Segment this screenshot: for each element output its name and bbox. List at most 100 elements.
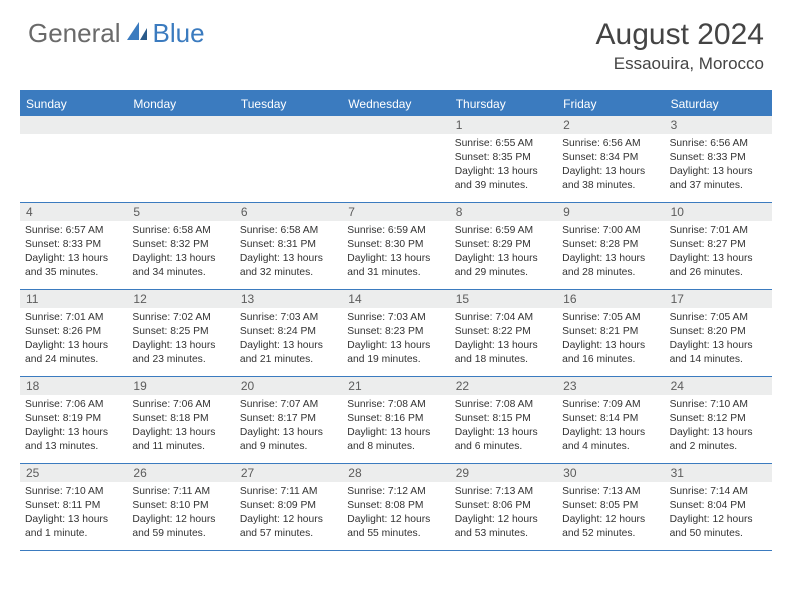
sunrise-text: Sunrise: 7:10 AM <box>25 485 122 499</box>
sunrise-text: Sunrise: 7:02 AM <box>132 311 229 325</box>
day-info: Sunrise: 7:11 AMSunset: 8:10 PMDaylight:… <box>127 482 234 545</box>
calendar-day-cell: 26Sunrise: 7:11 AMSunset: 8:10 PMDayligh… <box>127 464 234 550</box>
calendar-day-cell <box>20 116 127 202</box>
day-number: 15 <box>450 290 557 308</box>
day-number: 12 <box>127 290 234 308</box>
day-number: 9 <box>557 203 664 221</box>
day-number: 11 <box>20 290 127 308</box>
sunset-text: Sunset: 8:14 PM <box>562 412 659 426</box>
day-number <box>20 116 127 134</box>
day-info: Sunrise: 7:05 AMSunset: 8:21 PMDaylight:… <box>557 308 664 371</box>
sunrise-text: Sunrise: 7:06 AM <box>132 398 229 412</box>
weekday-header: Sunday <box>20 92 127 116</box>
sunset-text: Sunset: 8:35 PM <box>455 151 552 165</box>
calendar-week-row: 11Sunrise: 7:01 AMSunset: 8:26 PMDayligh… <box>20 290 772 377</box>
sunrise-text: Sunrise: 7:08 AM <box>347 398 444 412</box>
calendar-day-cell: 15Sunrise: 7:04 AMSunset: 8:22 PMDayligh… <box>450 290 557 376</box>
sunset-text: Sunset: 8:10 PM <box>132 499 229 513</box>
daylight-text: Daylight: 13 hours and 9 minutes. <box>240 426 337 454</box>
daylight-text: Daylight: 13 hours and 1 minute. <box>25 513 122 541</box>
sunset-text: Sunset: 8:28 PM <box>562 238 659 252</box>
brand-part1: General <box>28 18 121 49</box>
calendar-day-cell: 6Sunrise: 6:58 AMSunset: 8:31 PMDaylight… <box>235 203 342 289</box>
daylight-text: Daylight: 13 hours and 38 minutes. <box>562 165 659 193</box>
sunrise-text: Sunrise: 6:56 AM <box>562 137 659 151</box>
day-number: 25 <box>20 464 127 482</box>
day-info: Sunrise: 6:56 AMSunset: 8:33 PMDaylight:… <box>665 134 772 197</box>
weekday-header: Thursday <box>450 92 557 116</box>
sunset-text: Sunset: 8:26 PM <box>25 325 122 339</box>
calendar-day-cell: 11Sunrise: 7:01 AMSunset: 8:26 PMDayligh… <box>20 290 127 376</box>
sunrise-text: Sunrise: 7:11 AM <box>132 485 229 499</box>
day-info: Sunrise: 7:14 AMSunset: 8:04 PMDaylight:… <box>665 482 772 545</box>
daylight-text: Daylight: 13 hours and 21 minutes. <box>240 339 337 367</box>
day-info: Sunrise: 7:13 AMSunset: 8:05 PMDaylight:… <box>557 482 664 545</box>
day-number <box>127 116 234 134</box>
calendar-day-cell: 21Sunrise: 7:08 AMSunset: 8:16 PMDayligh… <box>342 377 449 463</box>
calendar: Sunday Monday Tuesday Wednesday Thursday… <box>20 90 772 551</box>
day-number: 1 <box>450 116 557 134</box>
day-number: 29 <box>450 464 557 482</box>
weekday-header: Monday <box>127 92 234 116</box>
day-info: Sunrise: 7:10 AMSunset: 8:11 PMDaylight:… <box>20 482 127 545</box>
day-info: Sunrise: 7:08 AMSunset: 8:16 PMDaylight:… <box>342 395 449 458</box>
day-number: 10 <box>665 203 772 221</box>
weekday-header: Friday <box>557 92 664 116</box>
daylight-text: Daylight: 12 hours and 57 minutes. <box>240 513 337 541</box>
sail-icon <box>125 18 151 49</box>
day-number: 17 <box>665 290 772 308</box>
sunrise-text: Sunrise: 7:12 AM <box>347 485 444 499</box>
calendar-day-cell: 12Sunrise: 7:02 AMSunset: 8:25 PMDayligh… <box>127 290 234 376</box>
day-number: 5 <box>127 203 234 221</box>
sunrise-text: Sunrise: 6:57 AM <box>25 224 122 238</box>
header: General Blue August 2024 Essaouira, Moro… <box>0 0 792 84</box>
sunrise-text: Sunrise: 6:59 AM <box>347 224 444 238</box>
sunset-text: Sunset: 8:11 PM <box>25 499 122 513</box>
daylight-text: Daylight: 13 hours and 4 minutes. <box>562 426 659 454</box>
sunrise-text: Sunrise: 7:05 AM <box>562 311 659 325</box>
day-number: 27 <box>235 464 342 482</box>
sunrise-text: Sunrise: 7:06 AM <box>25 398 122 412</box>
sunset-text: Sunset: 8:23 PM <box>347 325 444 339</box>
calendar-day-cell: 18Sunrise: 7:06 AMSunset: 8:19 PMDayligh… <box>20 377 127 463</box>
calendar-day-cell: 2Sunrise: 6:56 AMSunset: 8:34 PMDaylight… <box>557 116 664 202</box>
calendar-day-cell: 13Sunrise: 7:03 AMSunset: 8:24 PMDayligh… <box>235 290 342 376</box>
day-number: 16 <box>557 290 664 308</box>
calendar-day-cell: 1Sunrise: 6:55 AMSunset: 8:35 PMDaylight… <box>450 116 557 202</box>
sunrise-text: Sunrise: 7:03 AM <box>240 311 337 325</box>
daylight-text: Daylight: 12 hours and 53 minutes. <box>455 513 552 541</box>
day-number: 2 <box>557 116 664 134</box>
day-info: Sunrise: 6:59 AMSunset: 8:29 PMDaylight:… <box>450 221 557 284</box>
weekday-header: Tuesday <box>235 92 342 116</box>
sunrise-text: Sunrise: 7:04 AM <box>455 311 552 325</box>
sunrise-text: Sunrise: 6:58 AM <box>132 224 229 238</box>
sunset-text: Sunset: 8:33 PM <box>670 151 767 165</box>
day-info: Sunrise: 6:55 AMSunset: 8:35 PMDaylight:… <box>450 134 557 197</box>
day-info: Sunrise: 7:10 AMSunset: 8:12 PMDaylight:… <box>665 395 772 458</box>
day-info: Sunrise: 7:04 AMSunset: 8:22 PMDaylight:… <box>450 308 557 371</box>
calendar-day-cell: 9Sunrise: 7:00 AMSunset: 8:28 PMDaylight… <box>557 203 664 289</box>
daylight-text: Daylight: 13 hours and 16 minutes. <box>562 339 659 367</box>
calendar-week-row: 1Sunrise: 6:55 AMSunset: 8:35 PMDaylight… <box>20 116 772 203</box>
day-info: Sunrise: 6:56 AMSunset: 8:34 PMDaylight:… <box>557 134 664 197</box>
sunset-text: Sunset: 8:19 PM <box>25 412 122 426</box>
day-info: Sunrise: 7:08 AMSunset: 8:15 PMDaylight:… <box>450 395 557 458</box>
daylight-text: Daylight: 13 hours and 6 minutes. <box>455 426 552 454</box>
day-info: Sunrise: 7:13 AMSunset: 8:06 PMDaylight:… <box>450 482 557 545</box>
day-number <box>342 116 449 134</box>
day-info: Sunrise: 7:06 AMSunset: 8:18 PMDaylight:… <box>127 395 234 458</box>
sunset-text: Sunset: 8:25 PM <box>132 325 229 339</box>
daylight-text: Daylight: 12 hours and 59 minutes. <box>132 513 229 541</box>
daylight-text: Daylight: 13 hours and 32 minutes. <box>240 252 337 280</box>
day-number: 31 <box>665 464 772 482</box>
calendar-day-cell: 7Sunrise: 6:59 AMSunset: 8:30 PMDaylight… <box>342 203 449 289</box>
day-info: Sunrise: 6:57 AMSunset: 8:33 PMDaylight:… <box>20 221 127 284</box>
sunset-text: Sunset: 8:12 PM <box>670 412 767 426</box>
day-info: Sunrise: 7:00 AMSunset: 8:28 PMDaylight:… <box>557 221 664 284</box>
day-number <box>235 116 342 134</box>
daylight-text: Daylight: 13 hours and 19 minutes. <box>347 339 444 367</box>
sunrise-text: Sunrise: 7:09 AM <box>562 398 659 412</box>
day-number: 20 <box>235 377 342 395</box>
brand-part2: Blue <box>153 18 205 49</box>
day-number: 13 <box>235 290 342 308</box>
